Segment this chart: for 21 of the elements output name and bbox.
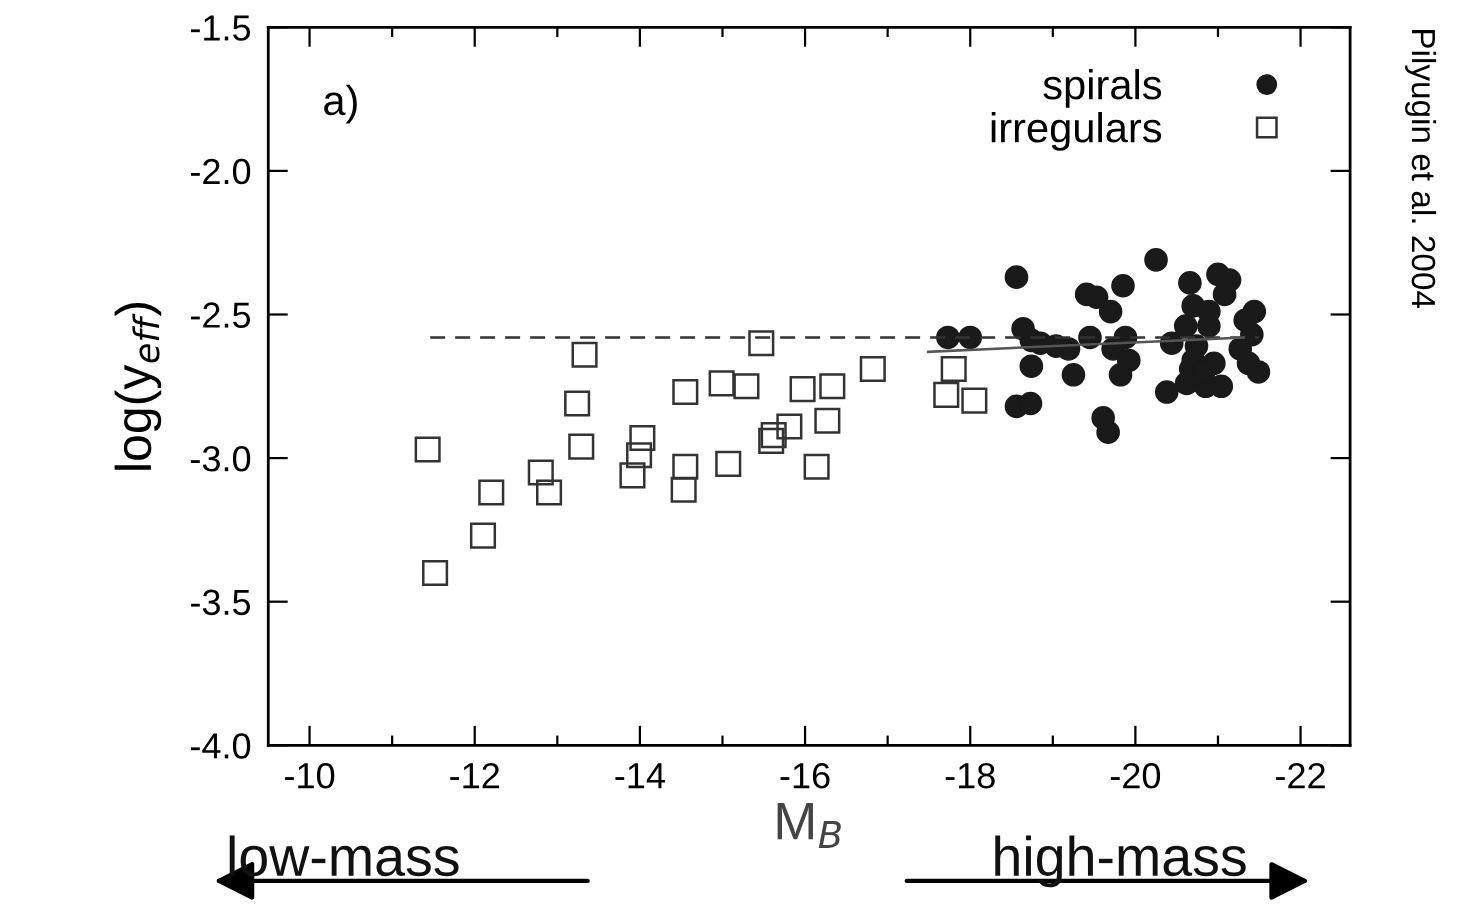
annotation: a) bbox=[324, 84, 357, 124]
y-tick-label: -4.0 bbox=[190, 733, 251, 759]
text: high-mass bbox=[995, 835, 1246, 888]
y-tick-label: -1.5 bbox=[190, 15, 251, 41]
text: Pilyugin et al. 2004 bbox=[1405, 30, 1437, 308]
y-axis-title: log(y$_{eff}$) bbox=[114, 303, 162, 470]
x-tick-label: -16 bbox=[780, 762, 830, 789]
y-tick-label: -3.5 bbox=[190, 589, 251, 616]
y-tick-label: -3.0 bbox=[190, 445, 251, 472]
x-tick-label: -20 bbox=[1110, 762, 1161, 789]
legend-label: spirals bbox=[1043, 68, 1162, 108]
x-tick-label: -10 bbox=[285, 762, 335, 789]
x-tick-label: -22 bbox=[1276, 762, 1325, 789]
x-tick-label: -12 bbox=[450, 762, 500, 789]
text: low-mass bbox=[229, 835, 459, 877]
y-tick-label: -2.5 bbox=[190, 302, 251, 328]
x-tick-label: -14 bbox=[615, 763, 665, 789]
x-tick-label: -18 bbox=[945, 762, 995, 789]
y-tick-label: -2.0 bbox=[190, 158, 251, 185]
legend-label: irregulars bbox=[991, 111, 1162, 151]
x-axis-title: M$_{B}$ bbox=[777, 803, 841, 848]
